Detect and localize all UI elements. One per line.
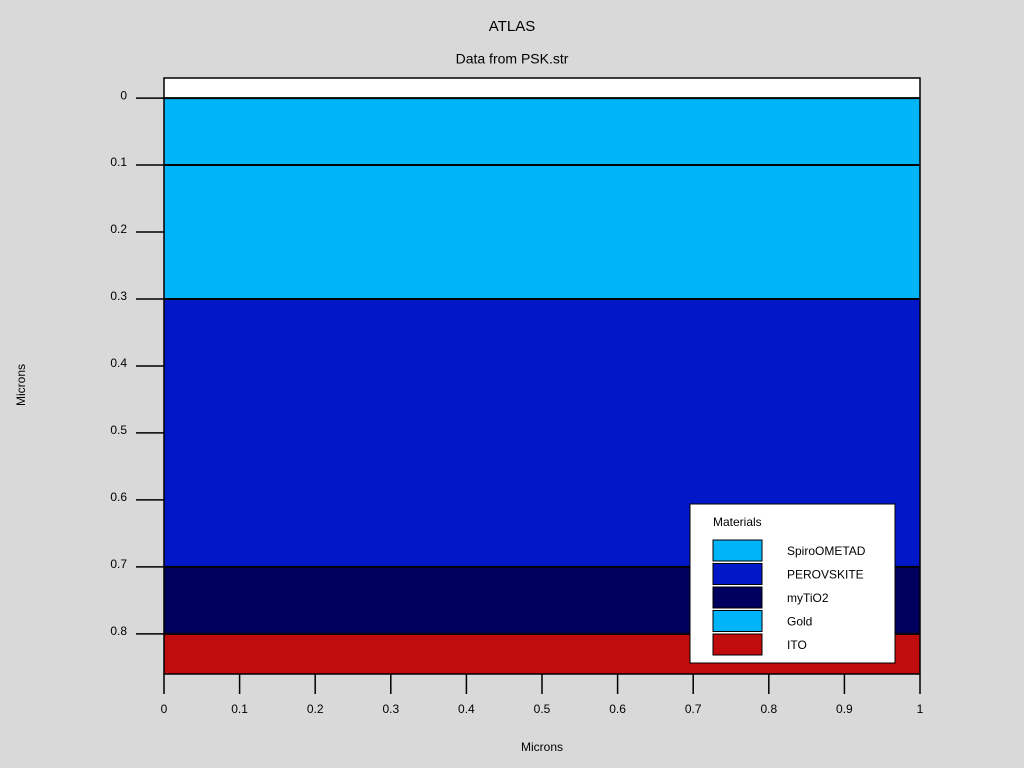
x-tick-label: 0.4 xyxy=(458,702,475,716)
x-tick-label: 0.2 xyxy=(307,702,324,716)
y-tick-label: 0.5 xyxy=(110,423,127,437)
x-tick-label: 0.8 xyxy=(760,702,777,716)
y-tick-label: 0.6 xyxy=(110,490,127,504)
legend-swatch xyxy=(712,586,763,609)
legend-label: PEROVSKITE xyxy=(787,568,864,582)
y-tick-label: 0.7 xyxy=(110,557,127,571)
x-tick-label: 0.3 xyxy=(382,702,399,716)
legend-label: Gold xyxy=(787,615,812,629)
legend-label: ITO xyxy=(787,638,807,652)
legend-swatch xyxy=(712,633,763,656)
legend-swatch xyxy=(712,539,763,562)
chart-title: ATLAS xyxy=(489,18,535,35)
layer xyxy=(164,165,920,299)
y-tick-label: 0 xyxy=(120,88,127,102)
x-tick-label: 0.5 xyxy=(534,702,551,716)
legend-swatch xyxy=(712,610,763,632)
layer xyxy=(164,98,920,166)
y-tick-label: 0.2 xyxy=(110,222,127,236)
x-tick-label: 0.6 xyxy=(609,702,626,716)
y-tick-label: 0.3 xyxy=(110,289,127,303)
y-tick-label: 0.8 xyxy=(110,624,127,638)
x-tick-label: 0.1 xyxy=(231,702,248,716)
legend-swatch xyxy=(712,563,763,585)
y-axis-label: Microns xyxy=(14,364,28,406)
x-tick-label: 0 xyxy=(161,702,168,716)
legend-title: Materials xyxy=(713,515,762,529)
legend-label: myTiO2 xyxy=(787,591,829,605)
x-axis-label: Microns xyxy=(521,740,563,754)
x-tick-label: 1 xyxy=(917,702,924,716)
x-tick-label: 0.7 xyxy=(685,702,702,716)
legend-label: SpiroOMETAD xyxy=(787,544,866,558)
y-tick-label: 0.4 xyxy=(110,356,127,370)
y-tick-label: 0.1 xyxy=(110,155,127,169)
chart-subtitle: Data from PSK.str xyxy=(456,51,569,67)
x-tick-label: 0.9 xyxy=(836,702,853,716)
legend: Materials SpiroOMETAD PEROVSKITE myTiO2 Gold… xyxy=(689,503,896,664)
